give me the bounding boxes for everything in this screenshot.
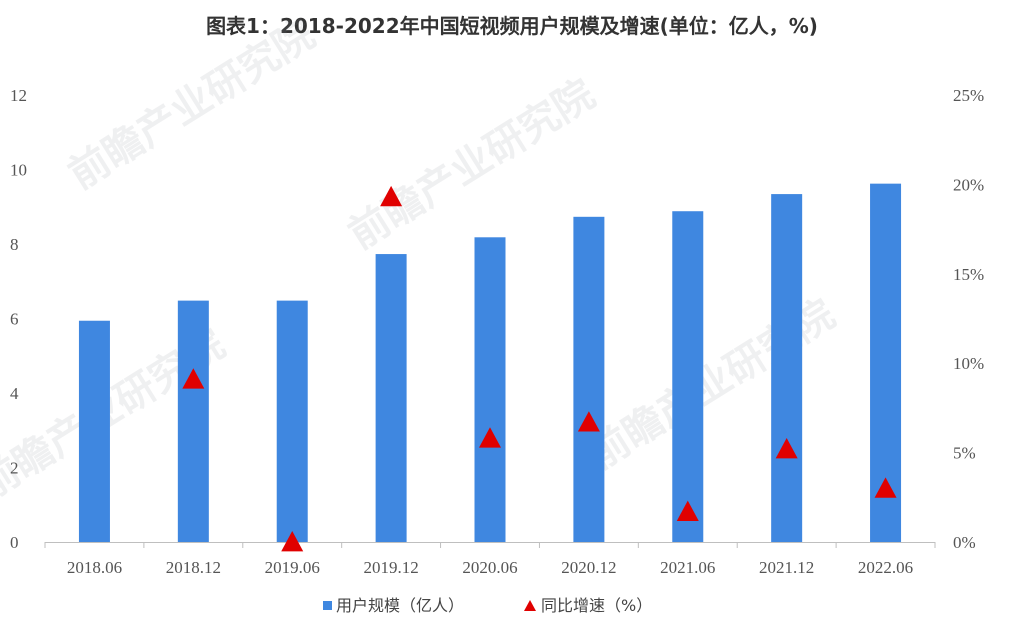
x-tick-label: 2018.12 bbox=[166, 558, 221, 577]
growth-marker bbox=[577, 411, 600, 432]
y-right-tick-label: 15% bbox=[953, 265, 984, 284]
chart-title: 图表1：2018-2022年中国短视频用户规模及增速(单位：亿人，%) bbox=[206, 14, 818, 38]
y-left-tick-label: 6 bbox=[10, 310, 19, 329]
bar bbox=[177, 300, 209, 542]
bar bbox=[276, 300, 308, 542]
x-tick-label: 2021.12 bbox=[759, 558, 814, 577]
y-right-tick-label: 0% bbox=[953, 533, 976, 552]
watermark-text: 前瞻产业研究院 bbox=[341, 71, 603, 258]
growth-marker bbox=[676, 500, 699, 521]
x-tick-label: 2019.06 bbox=[265, 558, 320, 577]
x-tick-label: 2019.12 bbox=[363, 558, 418, 577]
x-tick-label: 2020.12 bbox=[561, 558, 616, 577]
y-left-tick-label: 2 bbox=[10, 459, 19, 478]
bar bbox=[474, 237, 506, 543]
y-right-tick-label: 10% bbox=[953, 354, 984, 373]
growth-marker bbox=[380, 185, 403, 207]
bar bbox=[573, 216, 605, 542]
y-right-tick-label: 25% bbox=[953, 86, 984, 105]
x-tick-label: 2021.06 bbox=[660, 558, 715, 577]
growth-marker bbox=[775, 438, 798, 459]
watermark-text: 前瞻产业研究院 bbox=[61, 11, 323, 198]
bar bbox=[672, 211, 704, 542]
x-tick-label: 2022.06 bbox=[858, 558, 913, 577]
growth-marker bbox=[479, 427, 501, 448]
bar bbox=[78, 320, 110, 542]
bar bbox=[771, 194, 803, 542]
growth-marker bbox=[182, 368, 205, 389]
y-left-tick-label: 4 bbox=[10, 384, 19, 403]
y-left-tick-label: 12 bbox=[10, 86, 27, 105]
watermark-text: 前瞻产业研究院 bbox=[581, 291, 843, 478]
legend-swatch-triangle bbox=[524, 600, 536, 611]
y-left-tick-label: 0 bbox=[10, 533, 19, 552]
y-right-tick-label: 20% bbox=[953, 175, 984, 194]
x-tick-label: 2020.06 bbox=[462, 558, 517, 577]
bar bbox=[375, 254, 407, 542]
y-right-tick-label: 5% bbox=[953, 444, 976, 463]
legend-swatch-bar bbox=[323, 601, 332, 610]
growth-marker bbox=[281, 531, 304, 552]
legend-label-users: 用户规模（亿人） bbox=[336, 596, 464, 615]
growth-marker bbox=[874, 477, 897, 498]
y-left-tick-label: 10 bbox=[10, 161, 27, 180]
x-tick-label: 2018.06 bbox=[67, 558, 122, 577]
y-left-tick-label: 8 bbox=[10, 235, 19, 254]
legend-label-growth: 同比增速（%） bbox=[541, 596, 652, 615]
